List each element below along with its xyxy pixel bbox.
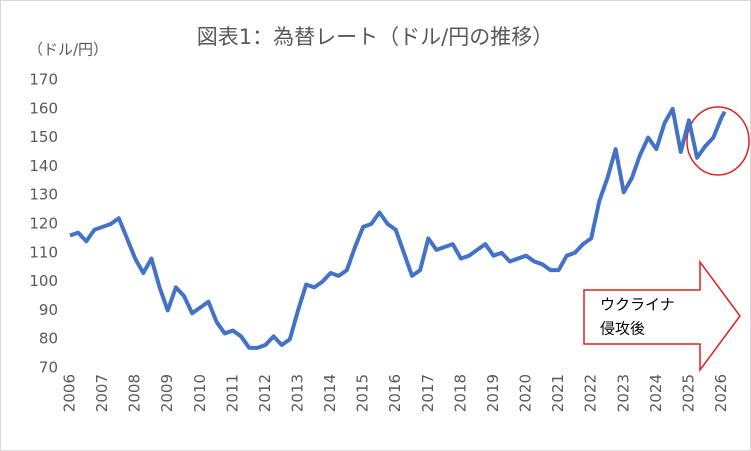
x-tick-label: 2015	[354, 374, 372, 412]
x-tick-label: 2010	[191, 374, 209, 412]
x-tick-label: 2014	[321, 374, 339, 412]
x-tick-label: 2012	[256, 374, 274, 412]
y-tick-label: 170	[29, 71, 58, 89]
line-series	[69, 106, 727, 350]
x-tick-label: 2024	[647, 374, 665, 412]
y-tick-label: 100	[29, 272, 58, 290]
y-tick-label: 130	[29, 186, 58, 204]
x-tick-label: 2009	[158, 374, 176, 412]
chart-title: 図表1：為替レート（ドル/円の推移）	[197, 25, 553, 49]
x-tick-label: 2013	[289, 374, 307, 412]
x-tick-label: 2017	[419, 374, 437, 412]
y-tick-label: 150	[29, 128, 58, 146]
x-tick-label: 2018	[451, 374, 469, 412]
x-tick-label: 2025	[679, 374, 697, 412]
x-tick-label: 2019	[484, 374, 502, 412]
x-tick-label: 2026	[712, 374, 730, 412]
annotation: ウクライナ	[600, 296, 675, 314]
y-tick-label: 90	[39, 301, 58, 319]
y-tick-label: 140	[29, 157, 58, 175]
x-tick-label: 2020	[517, 374, 535, 412]
y-tick-label: 120	[29, 215, 58, 233]
annotation: 侵攻後	[600, 320, 645, 338]
x-tick-label: 2008	[126, 374, 144, 412]
y-tick-label: 70	[39, 359, 58, 377]
x-tick-label: 2016	[386, 374, 404, 412]
x-tick-label: 2022	[582, 374, 600, 412]
arrow	[583, 259, 741, 373]
highlight-circle	[686, 106, 750, 176]
y-tick-label: 80	[39, 330, 58, 348]
x-tick-label: 2011	[223, 374, 241, 412]
x-tick-label: 2007	[93, 374, 111, 412]
y-tick-label: 160	[29, 99, 58, 117]
x-tick-label: 2006	[61, 374, 79, 412]
y-tick-label: 110	[29, 243, 58, 261]
x-tick-label: 2021	[549, 374, 567, 412]
x-tick-label: 2023	[614, 374, 632, 412]
y-axis-label: （ドル/円）	[28, 41, 108, 59]
